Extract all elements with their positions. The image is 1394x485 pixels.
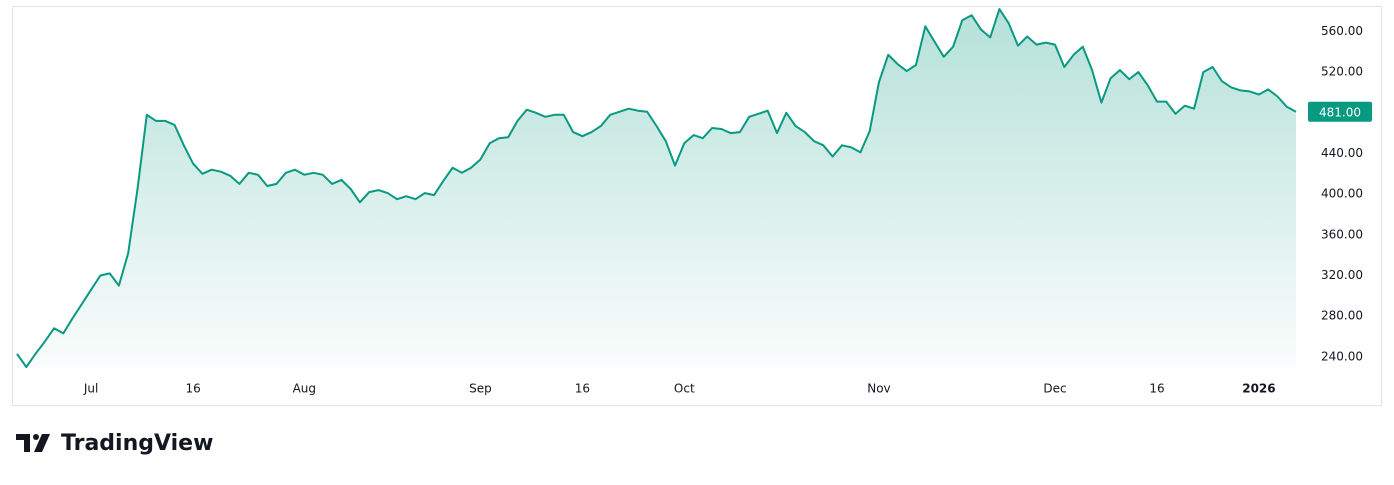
y-tick-label: 560.00 [1321, 24, 1363, 38]
x-tick-label: Nov [867, 382, 890, 396]
x-tick-label: 2026 [1242, 382, 1275, 396]
x-tick-label: 16 [1149, 382, 1164, 396]
y-tick-label: 520.00 [1321, 65, 1363, 79]
last-price-label: 481.00 [1319, 105, 1361, 119]
y-tick-label: 280.00 [1321, 309, 1363, 323]
y-tick-label: 240.00 [1321, 349, 1363, 363]
x-tick-label: Dec [1043, 382, 1066, 396]
y-tick-label: 360.00 [1321, 227, 1363, 241]
y-tick-label: 440.00 [1321, 146, 1363, 160]
logo [16, 434, 50, 452]
x-tick-label: Jul [83, 382, 98, 396]
x-tick-label: Sep [469, 382, 492, 396]
x-tick-label: Aug [293, 382, 316, 396]
x-tick-label: Oct [674, 382, 695, 396]
chart-frame [12, 6, 1382, 406]
price-line [16, 8, 1297, 368]
x-tick-label: 16 [575, 382, 590, 396]
brand: TradingView [61, 431, 213, 456]
y-tick-label: 320.00 [1321, 268, 1363, 282]
last-price-badge [1308, 101, 1372, 122]
x-tick-label: 16 [185, 382, 200, 396]
y-tick-label: 400.00 [1321, 187, 1363, 201]
area-fill [17, 9, 1296, 368]
